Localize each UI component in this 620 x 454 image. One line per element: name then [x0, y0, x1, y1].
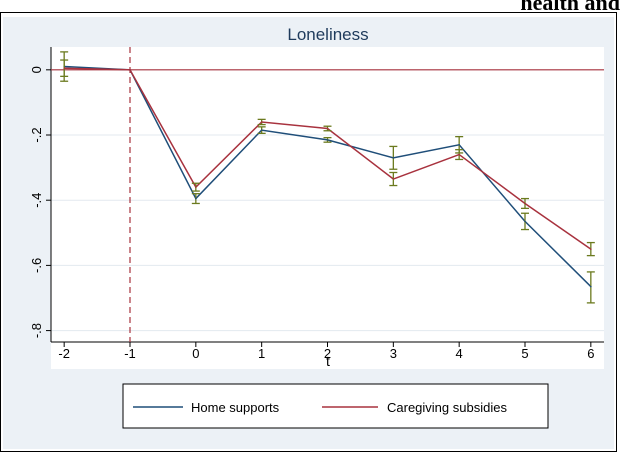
x-axis-label: t	[326, 353, 330, 369]
page-header-text: health and	[520, 0, 620, 15]
data-point-caregiving-subsidies-8	[590, 248, 592, 250]
plot-background-right	[604, 47, 614, 369]
x-tick-label-1: -1	[124, 346, 136, 361]
data-point-caregiving-subsidies-1	[129, 69, 131, 71]
x-tick-label-7: 5	[521, 346, 528, 361]
data-point-caregiving-subsidies-3	[260, 121, 263, 123]
data-point-home-supports-4	[326, 139, 329, 141]
data-point-home-supports-6	[458, 143, 460, 146]
y-tick-label-0: 0	[29, 66, 44, 73]
x-tick-label-6: 4	[456, 346, 463, 361]
data-point-caregiving-subsidies-4	[326, 127, 329, 130]
legend-label-home-supports: Home supports	[191, 400, 280, 415]
x-tick-label-8: 6	[587, 346, 594, 361]
data-point-home-supports-3	[260, 129, 263, 131]
y-tick-label-4: -.8	[29, 323, 44, 338]
data-point-caregiving-subsidies-6	[458, 153, 460, 156]
data-point-home-supports-2	[195, 197, 197, 200]
data-point-caregiving-subsidies-7	[524, 202, 526, 205]
x-tick-label-2: 0	[192, 346, 199, 361]
data-point-home-supports-8	[590, 285, 592, 288]
y-tick-label-3: -.6	[29, 258, 44, 273]
chart-title: Loneliness	[287, 25, 368, 44]
plot-area	[51, 47, 604, 342]
title-band	[3, 17, 614, 47]
x-tick-label-4: 2	[324, 346, 331, 361]
y-tick-label-2: -.4	[29, 193, 44, 208]
y-tick-label-1: -.2	[29, 127, 44, 142]
data-point-caregiving-subsidies-5	[392, 178, 395, 180]
data-point-home-supports-5	[392, 157, 395, 159]
data-point-caregiving-subsidies-0	[63, 67, 65, 69]
data-point-home-supports-7	[524, 220, 526, 223]
legend-box	[122, 383, 549, 429]
data-point-caregiving-subsidies-2	[195, 186, 197, 188]
plot-background-left	[3, 47, 51, 369]
x-tick-label-3: 1	[258, 346, 265, 361]
x-tick-label-0: -2	[58, 346, 70, 361]
legend-label-caregiving-subsidies: Caregiving subsidies	[387, 400, 507, 415]
x-tick-label-5: 3	[390, 346, 397, 361]
